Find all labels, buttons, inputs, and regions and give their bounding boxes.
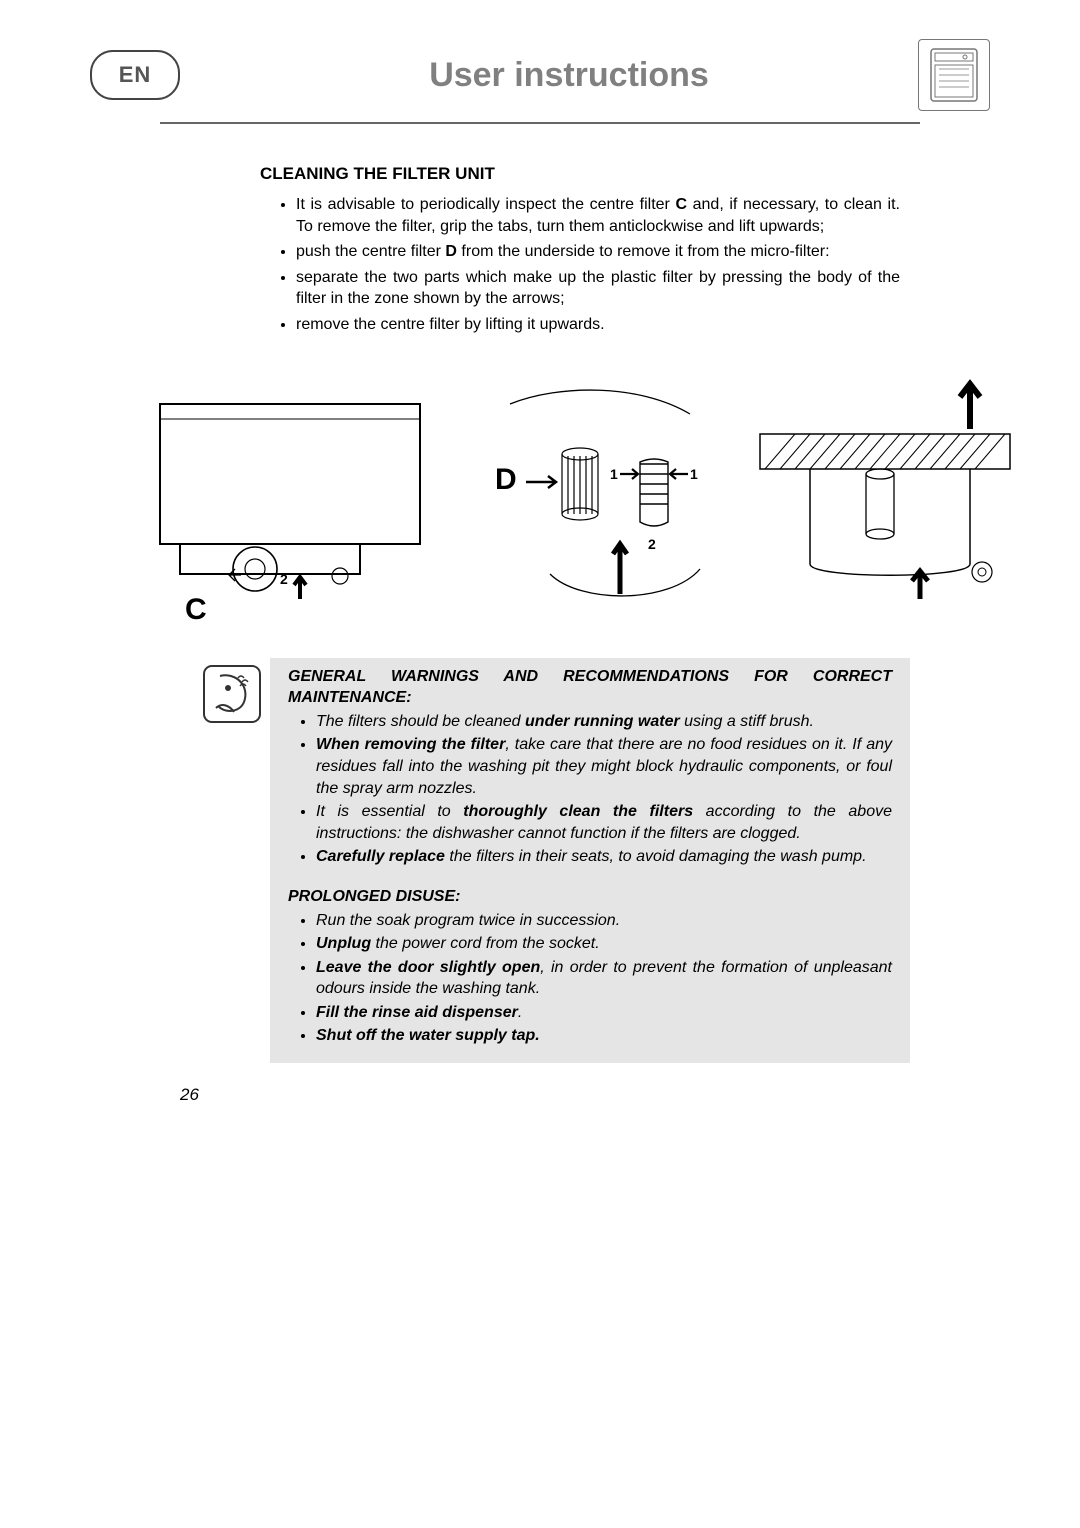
list-item: Shut off the water supply tap.: [316, 1025, 892, 1047]
header-row: EN User instructions: [60, 36, 1020, 114]
warnings-heading: GENERAL WARNINGS AND RECOMMENDATIONS FOR…: [288, 666, 892, 709]
list-item: Carefully replace the filters in their s…: [316, 846, 892, 868]
list-item: Run the soak program twice in succession…: [316, 910, 892, 932]
svg-text:2: 2: [280, 571, 288, 587]
text: Run the soak program twice in succession…: [316, 912, 620, 929]
bold: thoroughly clean the filters: [463, 803, 693, 820]
text: The filters should be cleaned: [316, 713, 525, 730]
text: the filters in their seats, to avoid dam…: [445, 848, 867, 865]
text: from the underside to remove it from the…: [457, 243, 830, 260]
bold: Shut off the water supply tap.: [316, 1027, 540, 1044]
diagram-washtub: 2 C C 2: [150, 364, 440, 624]
diagram-row: 2 C C 2 D: [150, 364, 930, 624]
bold: C: [675, 196, 687, 213]
disuse-list: Run the soak program twice in succession…: [292, 910, 892, 1048]
header-rule: [160, 122, 920, 124]
text: separate the two parts which make up the…: [296, 269, 900, 308]
list-item: push the centre filter D from the unders…: [296, 241, 900, 263]
list-item: It is advisable to periodically inspect …: [296, 194, 900, 237]
text: It is advisable to periodically inspect …: [296, 196, 675, 213]
diagram-filter-push: D 1 1: [440, 364, 720, 624]
list-item: remove the centre filter by lifting it u…: [296, 314, 900, 336]
bold: under running water: [525, 713, 680, 730]
list-item: When removing the filter, take care that…: [316, 734, 892, 799]
svg-text:1: 1: [690, 466, 698, 482]
svg-text:C: C: [185, 593, 207, 624]
language-badge-text: EN: [119, 62, 152, 88]
text: .: [518, 1004, 522, 1021]
list-item: separate the two parts which make up the…: [296, 267, 900, 310]
warning-icon: [200, 658, 270, 1064]
bold: Carefully replace: [316, 848, 445, 865]
svg-text:2: 2: [648, 536, 656, 552]
page-title: User instructions: [220, 56, 918, 95]
section-heading: CLEANING THE FILTER UNIT: [260, 164, 900, 184]
bold: D: [445, 243, 457, 260]
disuse-heading: PROLONGED DISUSE:: [288, 886, 892, 908]
list-item: Fill the rinse aid dispenser.: [316, 1002, 892, 1024]
warnings-body: GENERAL WARNINGS AND RECOMMENDATIONS FOR…: [270, 658, 910, 1064]
list-item: It is essential to thoroughly clean the …: [316, 801, 892, 844]
list-item: Leave the door slightly open, in order t…: [316, 957, 892, 1000]
text: push the centre filter: [296, 243, 445, 260]
page: EN User instructions CLEANING THE FILTER…: [0, 0, 1080, 1528]
bold: When removing the filter: [316, 736, 505, 753]
text: It is essential to: [316, 803, 463, 820]
text: remove the centre filter by lifting it u…: [296, 316, 605, 333]
section-cleaning: CLEANING THE FILTER UNIT It is advisable…: [260, 164, 900, 336]
warnings-list: The filters should be cleaned under runn…: [292, 711, 892, 868]
bold: Leave the door slightly open: [316, 959, 540, 976]
warnings-block: GENERAL WARNINGS AND RECOMMENDATIONS FOR…: [200, 658, 910, 1064]
bold: Fill the rinse aid dispenser: [316, 1004, 518, 1021]
list-item: The filters should be cleaned under runn…: [316, 711, 892, 733]
language-badge: EN: [90, 50, 180, 100]
page-number: 26: [180, 1085, 1020, 1105]
svg-text:D: D: [495, 463, 517, 496]
cleaning-list: It is advisable to periodically inspect …: [272, 194, 900, 336]
dishwasher-icon: [918, 39, 990, 111]
svg-text:1: 1: [610, 466, 618, 482]
text: using a stiff brush.: [680, 713, 814, 730]
bold: Unplug: [316, 935, 371, 952]
diagram-replace: [720, 364, 1020, 624]
text: the power cord from the socket.: [371, 935, 600, 952]
list-item: Unplug the power cord from the socket.: [316, 933, 892, 955]
